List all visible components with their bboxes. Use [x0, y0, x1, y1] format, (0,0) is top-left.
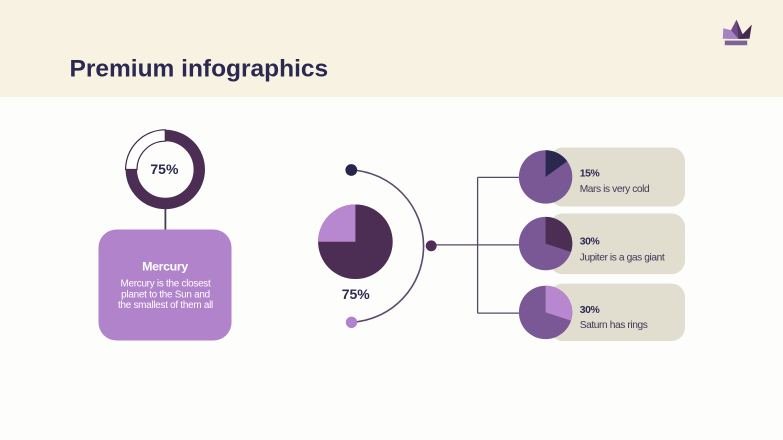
svg-text:75%: 75%	[342, 286, 371, 302]
svg-text:75%: 75%	[150, 161, 179, 177]
svg-text:Mercury: Mercury	[142, 259, 188, 273]
svg-text:Mercury is the closest: Mercury is the closest	[121, 279, 211, 290]
svg-text:30%: 30%	[580, 305, 600, 316]
svg-text:30%: 30%	[580, 237, 600, 248]
svg-text:Mars is very cold: Mars is very cold	[580, 184, 650, 195]
svg-text:Saturn has rings: Saturn has rings	[580, 320, 648, 331]
svg-text:Jupiter is a gas giant: Jupiter is a gas giant	[580, 253, 665, 264]
svg-text:15%: 15%	[580, 169, 600, 180]
svg-text:planet to the Sun and: planet to the Sun and	[121, 289, 210, 300]
svg-text:Premium infographics: Premium infographics	[70, 55, 329, 82]
svg-text:the smallest of them all: the smallest of them all	[118, 300, 213, 311]
